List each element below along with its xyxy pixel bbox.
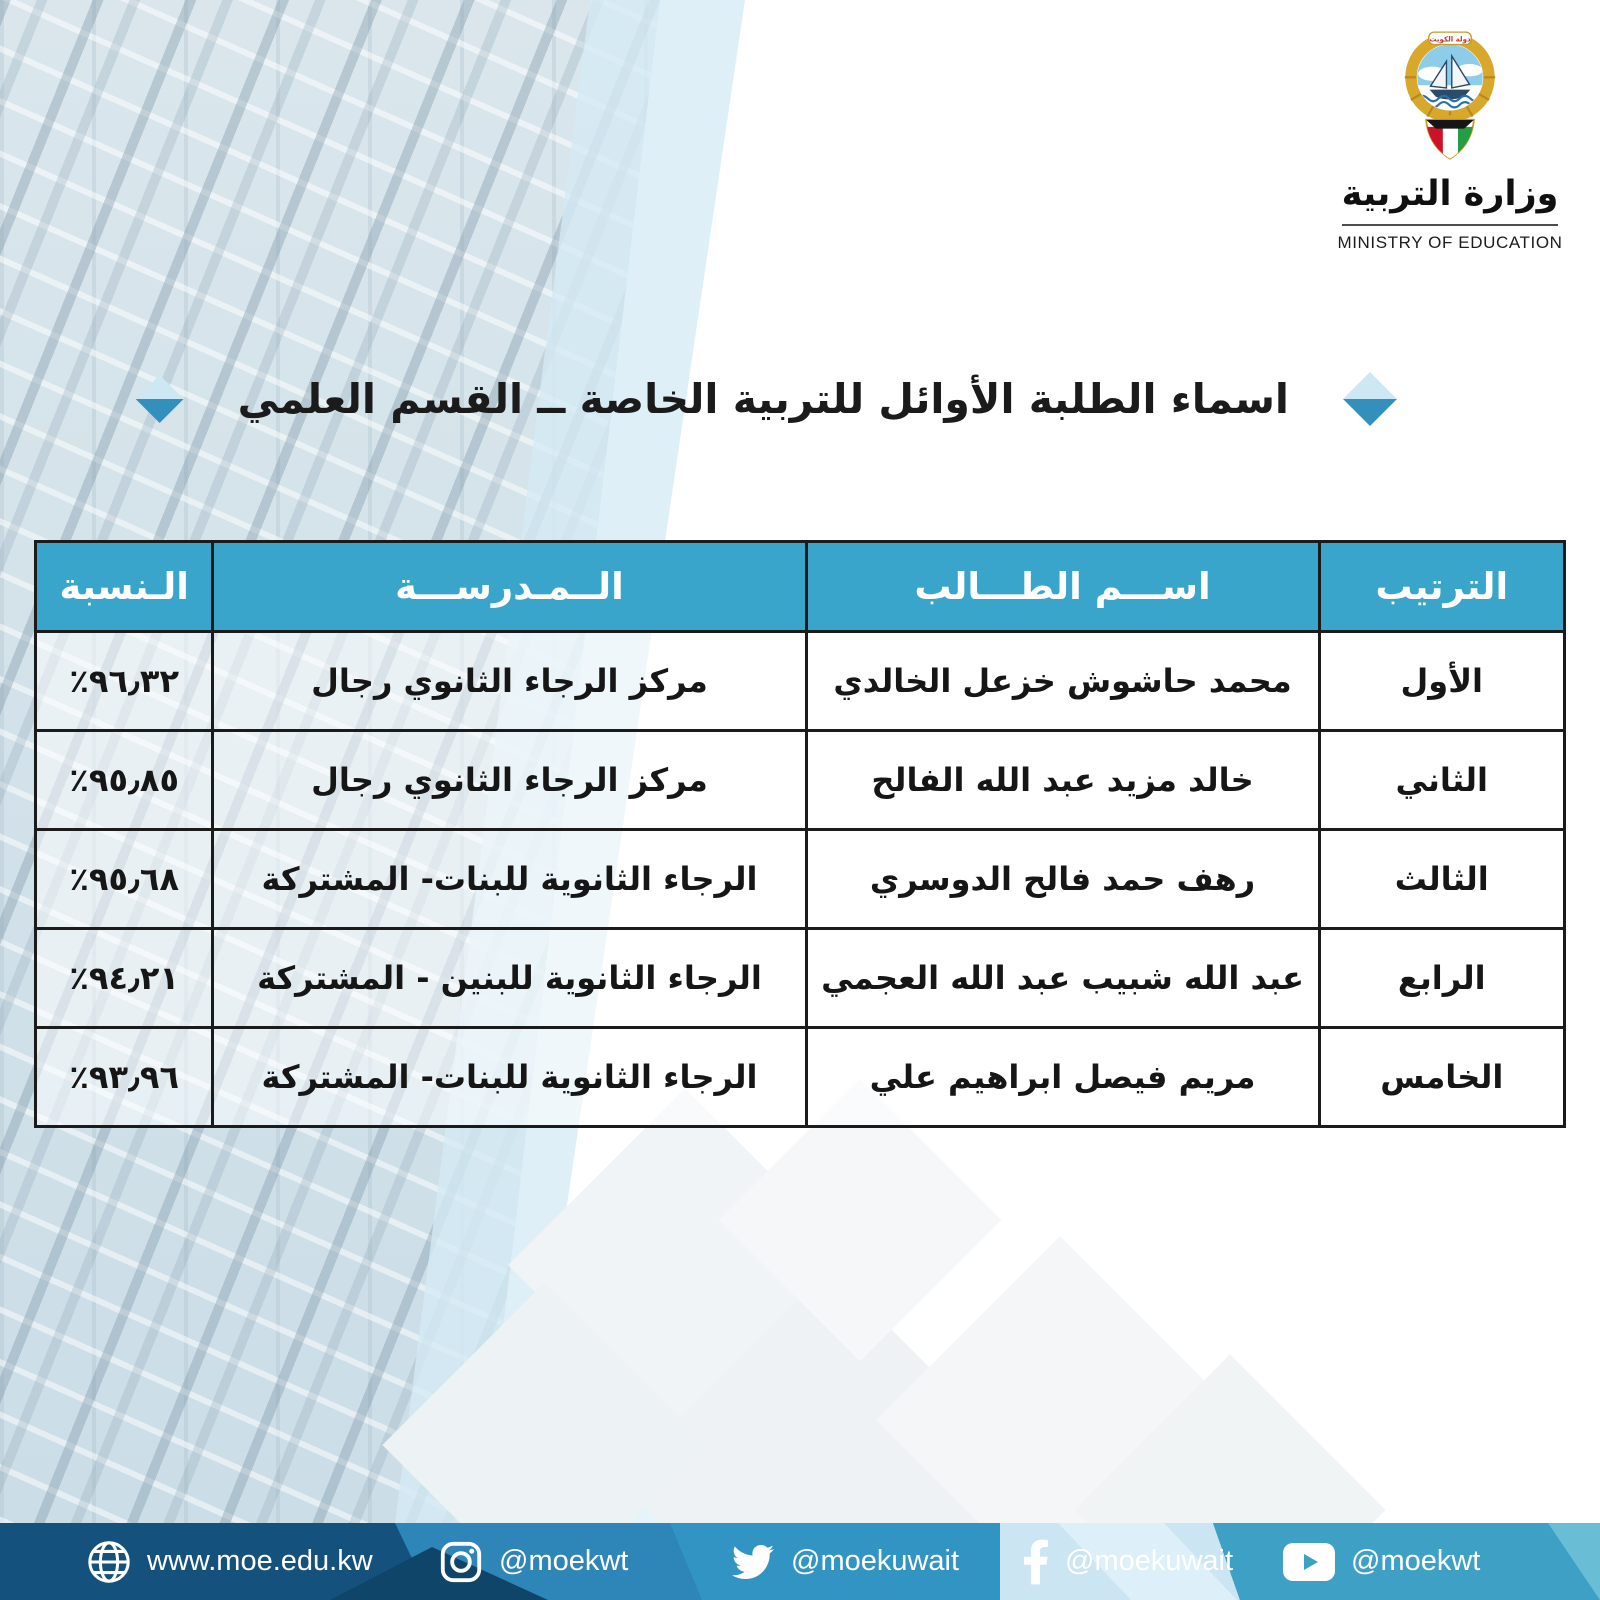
table-row: الخامس مريم فيصل ابراهيم علي الرجاء الثا…	[33, 1026, 1567, 1128]
diamond-bullet-icon	[1343, 372, 1397, 426]
school-cell: مركز الرجاء الثانوي رجال	[211, 630, 808, 732]
emblem-state-name: دولة الكويت	[1429, 34, 1471, 43]
table-row: الرابع عبد الله شبيب عبد الله العجمي الر…	[33, 927, 1567, 1029]
footer-twitter-segment	[670, 1523, 1000, 1600]
school-cell: مركز الرجاء الثانوي رجال	[211, 729, 808, 831]
youtube-icon	[1283, 1542, 1335, 1581]
percentage-cell: ٪٩٥٫٦٨	[33, 828, 215, 930]
twitter-label: @moekuwait	[791, 1545, 960, 1577]
percentage-header: الـنسبة	[33, 540, 215, 633]
rank-cell: الثالث	[1317, 828, 1567, 930]
footer-youtube-segment	[1213, 1523, 1600, 1600]
ministry-name-english: MINISTRY OF EDUCATION	[1337, 233, 1563, 252]
percentage-cell: ٪٩٤٫٢١	[33, 927, 215, 1029]
instagram-label: @moekwt	[499, 1545, 629, 1577]
table-row: الثاني خالد مزيد عبد الله الفالح مركز ال…	[33, 729, 1567, 831]
website-link[interactable]: www.moe.edu.kw	[86, 1523, 373, 1600]
student-cell: خالد مزيد عبد الله الفالح	[804, 729, 1321, 831]
percentage-cell: ٪٩٥٫٨٥	[33, 729, 215, 831]
school-header: الــمـدرســـة	[211, 540, 808, 633]
table-row: الأول محمد حاشوش خزعل الخالدي مركز الرجا…	[33, 630, 1567, 732]
top-students-table: الترتيب اســـم الطـــالب الــمـدرســـة ا…	[33, 540, 1567, 1128]
rank-header: الترتيب	[1317, 540, 1567, 633]
student-cell: مريم فيصل ابراهيم علي	[804, 1026, 1321, 1128]
social-footer: www.moe.edu.kw @moekwt @moekuwait @moeku…	[0, 1523, 1600, 1600]
page-title: اسماء الطلبة الأوائل للتربية الخاصة ــ ا…	[237, 375, 1289, 423]
ministry-logo: دولة الكويت وزارة التربية MINISTRY OF ED…	[1328, 24, 1572, 253]
student-cell: رهف حمد فالح الدوسري	[804, 828, 1321, 930]
ministry-name-arabic: وزارة التربية	[1341, 174, 1559, 214]
logo-divider	[1342, 224, 1558, 226]
facebook-label: @moekuwait	[1065, 1545, 1234, 1577]
twitter-icon	[731, 1544, 774, 1579]
facebook-handle[interactable]: @moekuwait	[1022, 1523, 1233, 1600]
student-cell: محمد حاشوش خزعل الخالدي	[804, 630, 1321, 732]
youtube-label: @moekwt	[1351, 1545, 1481, 1577]
instagram-handle[interactable]: @moekwt	[438, 1523, 628, 1600]
twitter-handle[interactable]: @moekuwait	[730, 1523, 959, 1600]
rank-cell: الرابع	[1317, 927, 1567, 1029]
instagram-icon	[440, 1541, 482, 1582]
rank-cell: الأول	[1317, 630, 1567, 732]
school-cell: الرجاء الثانوية للبنات- المشتركة	[211, 1026, 808, 1128]
table-row: الثالث رهف حمد فالح الدوسري الرجاء الثان…	[33, 828, 1567, 930]
rank-cell: الخامس	[1317, 1026, 1567, 1128]
facebook-icon	[1024, 1539, 1048, 1584]
student-cell: عبد الله شبيب عبد الله العجمي	[804, 927, 1321, 1029]
percentage-cell: ٪٩٣٫٩٦	[33, 1026, 215, 1128]
kuwait-emblem-icon: دولة الكويت	[1404, 31, 1496, 160]
globe-icon	[88, 1540, 130, 1583]
rank-cell: الثاني	[1317, 729, 1567, 831]
youtube-handle[interactable]: @moekwt	[1282, 1523, 1480, 1600]
diamond-bullet-icon	[135, 375, 184, 423]
website-label: www.moe.edu.kw	[147, 1545, 373, 1577]
school-cell: الرجاء الثانوية للبنين - المشتركة	[211, 927, 808, 1029]
percentage-cell: ٪٩٦٫٣٢	[33, 630, 215, 732]
page-title-row: اسماء الطلبة الأوائل للتربية الخاصة ــ ا…	[135, 372, 1397, 426]
student-header: اســـم الطـــالب	[804, 540, 1321, 633]
table-header-row: الترتيب اســـم الطـــالب الــمـدرســـة ا…	[33, 540, 1567, 633]
school-cell: الرجاء الثانوية للبنات- المشتركة	[211, 828, 808, 930]
